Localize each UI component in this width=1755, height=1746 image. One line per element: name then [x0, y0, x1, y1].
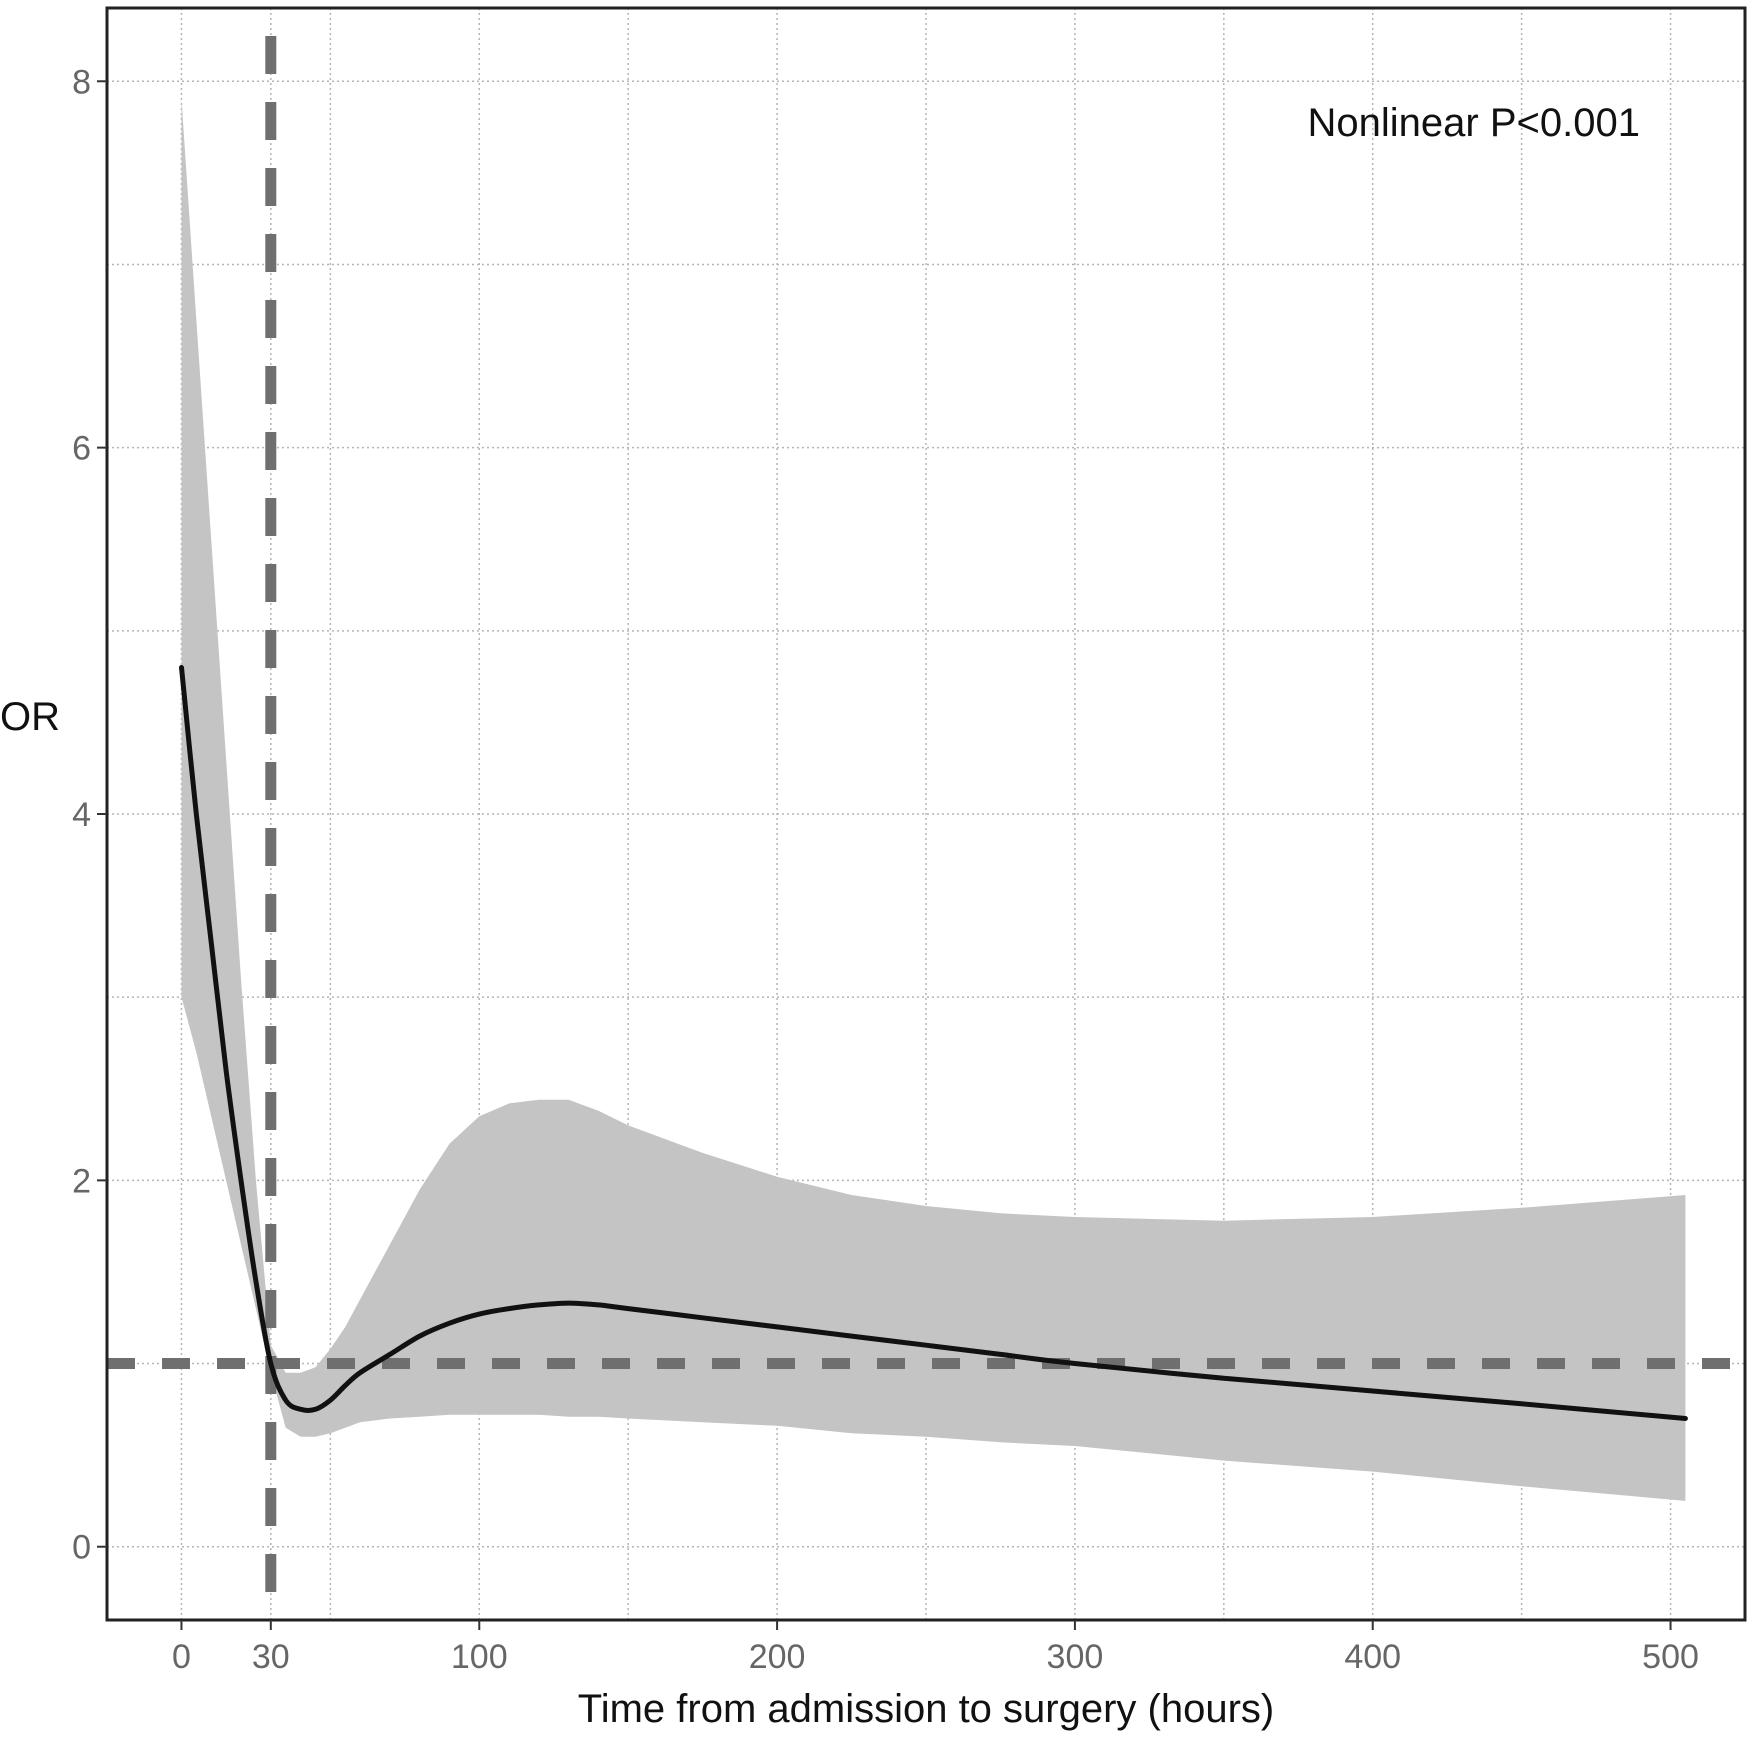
x-axis-title: Time from admission to surgery (hours) — [578, 1687, 1274, 1731]
x-tick-label: 400 — [1344, 1638, 1401, 1676]
confidence-band — [181, 99, 1686, 1501]
grid-layer — [107, 8, 1745, 1620]
x-tick-label: 0 — [172, 1638, 191, 1676]
x-tick-label: 100 — [451, 1638, 508, 1676]
y-tick-label: 8 — [72, 63, 91, 101]
curve-layer — [179, 665, 1688, 1421]
confidence-band-layer — [181, 99, 1686, 1501]
x-tick-label: 500 — [1642, 1638, 1699, 1676]
x-tick-label: 300 — [1047, 1638, 1104, 1676]
x-tick-label: 200 — [749, 1638, 806, 1676]
y-axis-title: OR — [0, 695, 60, 739]
nonlinear-p-annotation: Nonlinear P<0.001 — [1308, 101, 1640, 145]
y-tick-label: 2 — [72, 1162, 91, 1200]
y-tick-label: 0 — [72, 1529, 91, 1567]
y-tick-label: 6 — [72, 430, 91, 468]
tick-layer: 0 30 100 200 300 400 500 0 2 4 6 8 — [72, 63, 1699, 1676]
y-tick-label: 4 — [72, 796, 91, 834]
or-curve-line — [179, 665, 1688, 1421]
x-tick-label: 30 — [252, 1638, 290, 1676]
